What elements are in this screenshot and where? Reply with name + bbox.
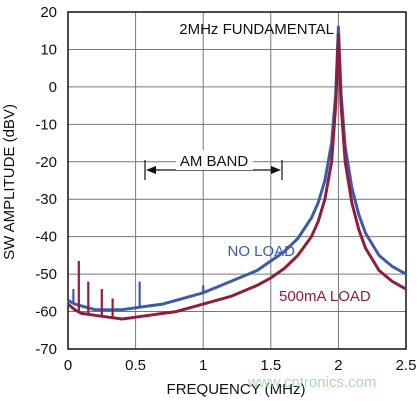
legend-500ma-load: 500mA LOAD bbox=[279, 288, 371, 305]
am-band-label: AM BAND bbox=[180, 153, 249, 170]
y-tick-label: -30 bbox=[35, 191, 57, 208]
fundamental-annotation: 2MHz FUNDAMENTAL bbox=[179, 21, 334, 38]
plot-frame bbox=[67, 11, 407, 350]
x-tick-label: 1.5 bbox=[260, 357, 281, 374]
x-tick-labels: 0 0.5 1 1.5 2 2.5 bbox=[64, 357, 417, 374]
y-tick-label: -60 bbox=[35, 304, 57, 321]
y-tick-labels: 20 10 0 -10 -20 -30 -40 -50 -60 -70 bbox=[35, 4, 57, 358]
x-tick-label: 2 bbox=[334, 357, 342, 374]
x-tick-label: 0 bbox=[64, 357, 72, 374]
x-tick-label: 2.5 bbox=[396, 357, 417, 374]
am-band-label-bg bbox=[176, 150, 253, 170]
am-band-annotation: AM BAND bbox=[144, 150, 283, 180]
x-tick-label: 1 bbox=[199, 357, 207, 374]
y-tick-label: -50 bbox=[35, 266, 57, 283]
y-tick-label: -10 bbox=[35, 116, 57, 133]
x-axis-label: FREQUENCY (MHz) bbox=[167, 381, 306, 398]
x-tick-label: 0.5 bbox=[125, 357, 146, 374]
am-band-arrow-right bbox=[271, 166, 281, 174]
series-500ma-load-line bbox=[67, 33, 407, 321]
y-tick-label: 0 bbox=[49, 79, 57, 96]
y-axis-label: SW AMPLITUDE (dBV) bbox=[1, 104, 18, 260]
y-tick-label: 20 bbox=[40, 4, 57, 21]
y-tick-label: 10 bbox=[40, 41, 57, 58]
grid bbox=[68, 12, 406, 349]
y-tick-label: -40 bbox=[35, 229, 57, 246]
legend-no-load: NO LOAD bbox=[227, 243, 295, 260]
series-no-load-line bbox=[67, 25, 407, 312]
am-band-arrow-left bbox=[146, 166, 156, 174]
series-layer bbox=[67, 25, 407, 321]
y-tick-label: -70 bbox=[35, 341, 57, 358]
y-tick-label: -20 bbox=[35, 154, 57, 171]
